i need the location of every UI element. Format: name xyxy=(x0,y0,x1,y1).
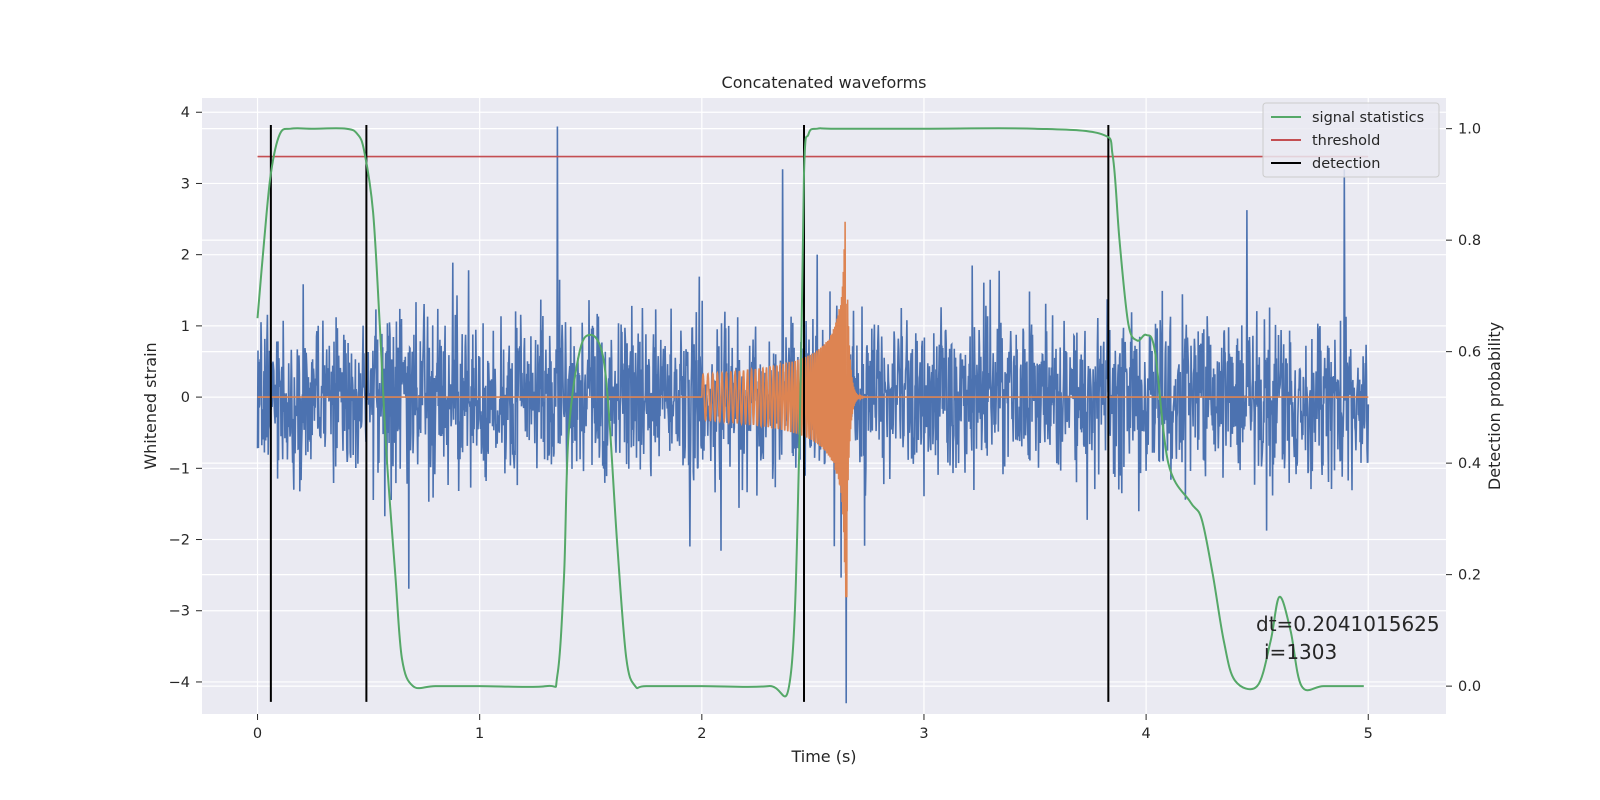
y-tick-label: 4 xyxy=(181,105,190,121)
annotation-index: i=1303 xyxy=(1264,640,1337,664)
annotation-dt: dt=0.2041015625 xyxy=(1256,612,1440,636)
y-axis-label: Whitened strain xyxy=(141,342,160,469)
y-tick-label: 2 xyxy=(181,248,190,264)
legend-label: signal statistics xyxy=(1312,110,1424,126)
y-tick-label: −4 xyxy=(169,675,190,691)
y-tick-label: 3 xyxy=(181,176,190,192)
x-tick-label: 1 xyxy=(475,726,484,742)
y-tick-label: −3 xyxy=(169,604,190,620)
annotation: dt=0.2041015625 i=1303 xyxy=(1256,612,1440,664)
x-tick-label: 5 xyxy=(1364,726,1373,742)
signal-statistics-line xyxy=(256,127,1364,698)
legend-label: detection xyxy=(1312,156,1380,172)
legend-label: threshold xyxy=(1312,133,1380,149)
x-tick-label: 2 xyxy=(697,726,706,742)
y2-tick-label: 0.0 xyxy=(1458,679,1481,695)
y2-tick-label: 0.2 xyxy=(1458,568,1481,584)
ticks: 0 1 2 3 4 5 4 3 2 1 0 −1 −2 −3 −4 1.0 0.8 0.6 0.4 0.2 0.0 xyxy=(169,105,1481,742)
y-tick-label: 0 xyxy=(181,390,190,406)
y-tick-label: 1 xyxy=(181,319,190,335)
chart-title: Concatenated waveforms xyxy=(722,73,927,92)
right-y-axis-label: Detection probability xyxy=(1485,322,1504,490)
legend-box xyxy=(1262,102,1440,178)
x-tick-label: 4 xyxy=(1141,726,1150,742)
injected-waveform-line xyxy=(257,221,1369,598)
x-axis-label: Time (s) xyxy=(790,747,856,766)
y-tick-label: −1 xyxy=(169,461,190,477)
x-tick-label: 0 xyxy=(253,726,262,742)
y2-tick-label: 0.4 xyxy=(1458,456,1481,472)
series-layer xyxy=(256,125,1370,704)
y2-tick-label: 0.6 xyxy=(1458,345,1481,361)
y2-tick-label: 0.8 xyxy=(1458,233,1481,249)
x-tick-label: 3 xyxy=(919,726,928,742)
y-tick-label: −2 xyxy=(169,533,190,549)
y2-tick-label: 1.0 xyxy=(1458,122,1481,138)
strain-noise-line xyxy=(256,126,1370,704)
legend: signal statistics threshold detection xyxy=(1262,102,1440,178)
